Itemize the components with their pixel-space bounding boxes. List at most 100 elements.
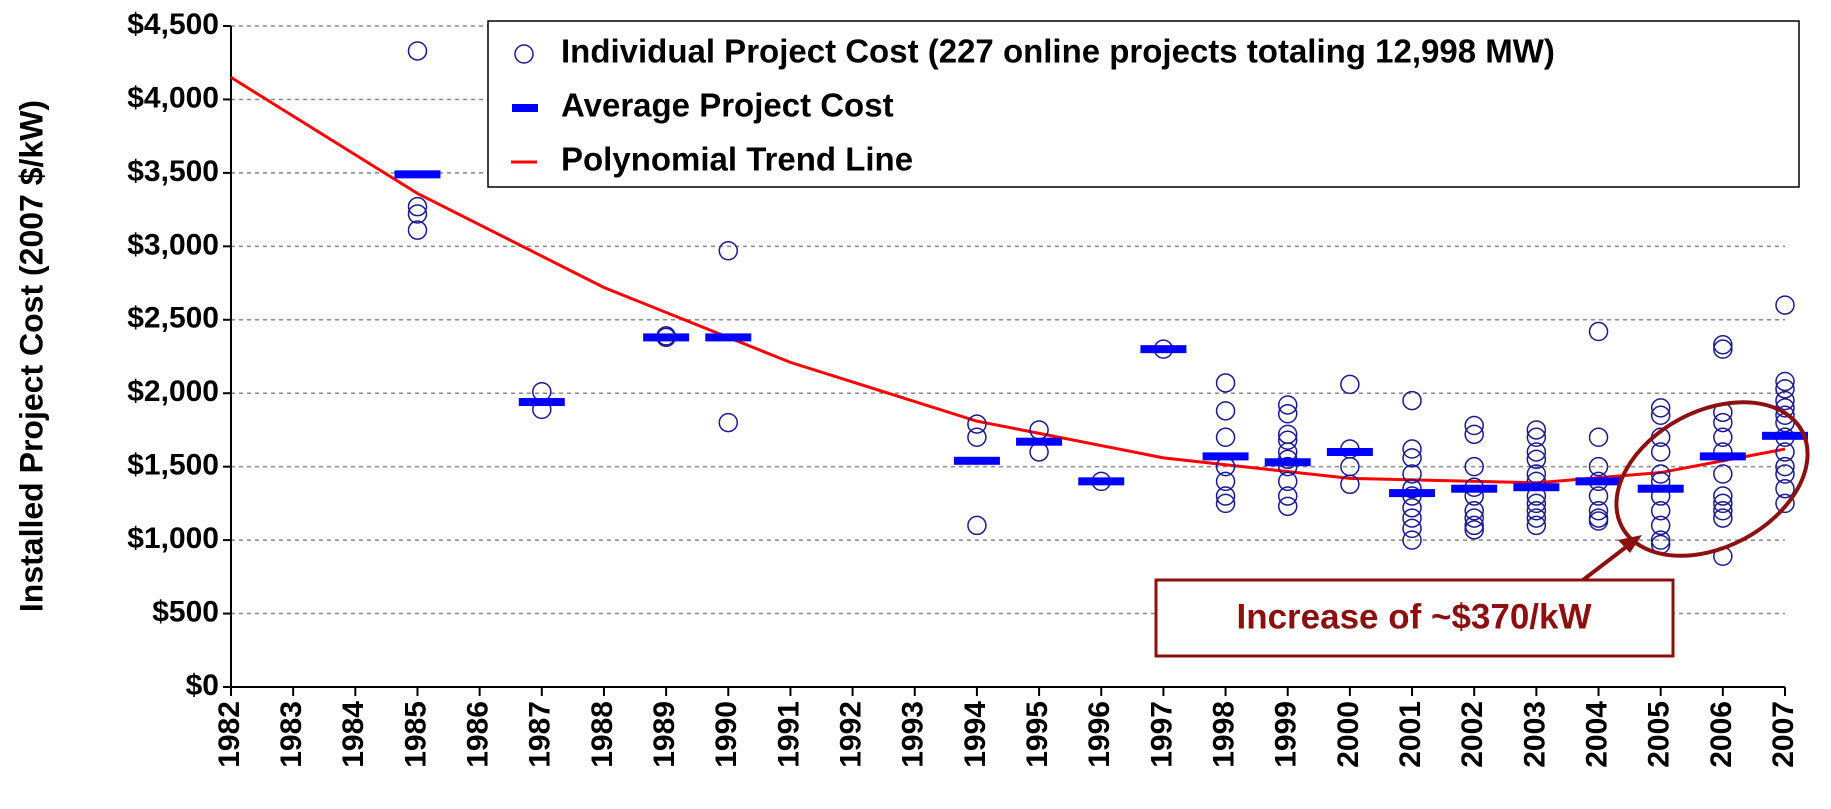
project-point [1215,471,1236,492]
project-point [1713,508,1733,528]
project-point [1215,401,1236,421]
average-marker [1699,452,1746,461]
x-tick-label: 1992 [835,701,868,768]
project-point [1277,496,1298,517]
project-point [1713,500,1733,521]
project-point [1775,371,1795,392]
x-tick-label: 1983 [275,701,308,768]
project-point [1464,456,1484,477]
y-tick-label: $2,500 [127,302,219,335]
x-tick-label: 1994 [959,701,992,768]
project-point [1588,486,1609,506]
average-marker [1202,452,1249,461]
project-point [1402,464,1422,484]
project-point [1277,430,1298,450]
average-marker [1637,484,1684,493]
project-point [1713,493,1733,514]
average-marker [1078,477,1125,486]
average-marker [1326,447,1373,456]
project-point [1215,486,1236,506]
project-point [1650,515,1671,536]
project-point [1588,321,1609,342]
legend-box [487,20,1800,188]
project-point [407,196,428,217]
project-point [1526,515,1547,536]
y-tick-label: $3,500 [127,155,219,188]
y-tick-label: $4,500 [127,8,219,41]
x-tick-label: 1986 [462,701,495,768]
project-point [1526,427,1547,448]
x-tick-label: 1997 [1145,701,1178,768]
project-point [1775,456,1795,477]
average-marker [953,456,1000,465]
x-tick-label: 2004 [1580,701,1613,768]
project-point [1775,493,1795,514]
average-marker [518,398,565,407]
x-tick-label: 1987 [524,701,557,768]
average-marker [394,170,441,179]
project-point [1775,464,1795,484]
x-tick-label: 2001 [1394,701,1427,768]
legend-label: Average Project Cost [561,87,894,124]
project-point [967,427,987,448]
project-point [1277,456,1298,477]
project-point [1775,478,1795,499]
x-tick-label: 1993 [897,701,930,768]
project-point [1650,500,1671,521]
project-point [1402,439,1422,459]
project-point [1526,449,1547,470]
project-point [1402,498,1422,518]
project-point [1775,295,1795,315]
project-point [1713,442,1733,462]
project-point [1650,442,1671,462]
project-point [1215,427,1236,448]
project-point [1464,500,1484,521]
project-point [1650,530,1671,550]
project-point [1526,493,1547,514]
project-point [1526,420,1547,440]
y-tick-label: $1,000 [127,522,219,555]
project-point [1588,511,1609,531]
y-tick-label: $1,500 [127,449,219,482]
y-tick-label: $4,000 [127,81,219,114]
annotation-arrow [1581,542,1632,582]
project-point [1526,500,1547,521]
project-point [1277,395,1298,415]
project-point [1713,464,1733,484]
project-point [1464,515,1484,536]
y-tick-label: $500 [152,595,219,628]
x-tick-label: 1985 [399,701,432,768]
project-point [1277,404,1298,424]
project-point [718,412,739,433]
project-point [1464,508,1484,528]
average-marker [1016,437,1063,446]
project-point [1029,420,1049,440]
annotation: Increase of ~$370/kW [1236,597,1591,636]
average-marker [1575,477,1622,486]
highlight-ellipse [1614,400,1810,558]
y-tick-label: $2,000 [127,375,219,408]
average-marker [643,333,690,342]
project-point [1402,530,1422,550]
project-point [1526,442,1547,462]
project-point [1402,518,1422,539]
arrow-head [1618,535,1642,553]
project-point [407,41,428,61]
y-axis-title: Installed Project Cost (2007 $/kW) [13,100,49,612]
legend-marker [512,104,538,112]
project-point [1340,474,1360,495]
project-point [1464,415,1484,436]
project-point [1526,464,1547,484]
average-marker [1513,483,1560,492]
y-tick-label: $3,000 [127,228,219,261]
x-tick-label: 2005 [1643,701,1676,768]
project-point [1650,405,1671,426]
project-point [1775,379,1795,399]
x-tick-label: 1990 [710,701,743,768]
project-point [1402,508,1422,528]
x-tick-label: 1988 [586,701,619,768]
project-point [1775,390,1795,411]
x-tick-label: 2002 [1456,701,1489,768]
project-point [1464,424,1484,445]
